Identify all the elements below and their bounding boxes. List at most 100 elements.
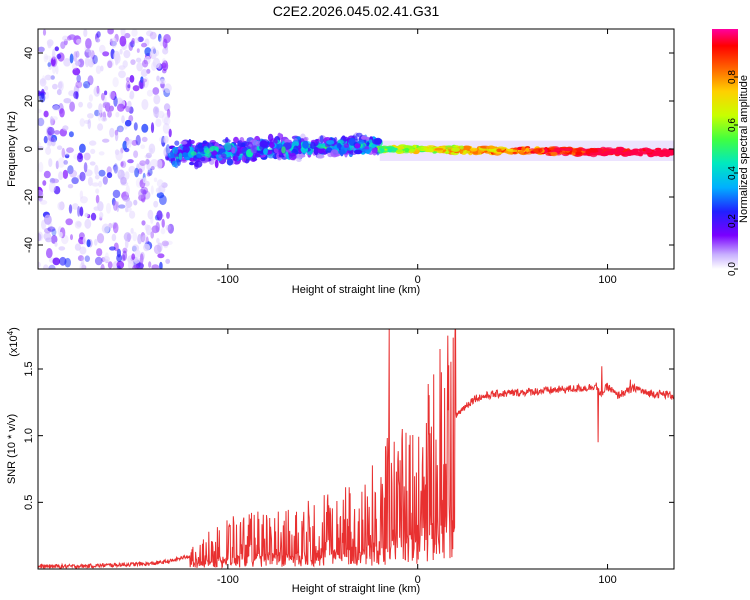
spectrogram-cell bbox=[396, 149, 403, 153]
spectrogram-cell bbox=[288, 152, 297, 161]
spectrogram-cell bbox=[141, 99, 149, 110]
spectrogram-cell bbox=[43, 170, 51, 179]
spectrogram-cell bbox=[128, 165, 136, 174]
spectrogram-cell bbox=[101, 92, 105, 101]
spectrogram-cell bbox=[156, 237, 160, 244]
colorbar-tick-label: 0.8 bbox=[727, 70, 738, 84]
spectrogram-cell bbox=[134, 249, 141, 258]
spectrogram-cell bbox=[604, 147, 614, 152]
spectrogram-cell bbox=[94, 174, 100, 180]
spectrogram-cell bbox=[374, 137, 383, 145]
spectrogram-cell bbox=[93, 86, 101, 97]
spectrogram-cell bbox=[135, 134, 141, 146]
spectrogram-cell bbox=[404, 147, 410, 153]
spectrogram-cell bbox=[115, 150, 123, 161]
spectrogram-x-tick-label: 0 bbox=[415, 274, 421, 286]
spectrogram-cell bbox=[90, 212, 97, 221]
spectrogram-cell bbox=[57, 81, 63, 89]
spectrogram-cell bbox=[44, 91, 50, 100]
spectrogram-cell bbox=[140, 144, 146, 149]
spectrogram-cell bbox=[111, 233, 117, 242]
spectrogram-cell bbox=[141, 234, 149, 244]
snr-panel: -100 0 100 0.5 1.0 1.5 Height of straight lin… bbox=[6, 327, 675, 595]
spectrogram-cell bbox=[94, 256, 103, 266]
spectrogram-cell bbox=[137, 36, 144, 43]
spectrogram-cell bbox=[269, 142, 275, 149]
spectrogram-cell bbox=[109, 38, 113, 46]
spectrogram-cell bbox=[55, 65, 59, 75]
spectrogram-cell bbox=[521, 147, 526, 151]
spectrogram-cell bbox=[156, 159, 163, 170]
spectrogram-cell bbox=[76, 38, 82, 45]
spectrogram-cell bbox=[129, 90, 135, 100]
spectrogram-cell bbox=[62, 169, 69, 179]
spectrogram-cell bbox=[124, 32, 131, 39]
spectrogram-cell bbox=[180, 141, 188, 145]
spectrogram-cell bbox=[459, 145, 464, 150]
spectrogram-cell bbox=[106, 59, 114, 68]
spectrogram-cell bbox=[103, 101, 111, 107]
spectrogram-cell bbox=[116, 265, 121, 269]
spectrogram-cell bbox=[168, 128, 172, 138]
spectrogram-cell bbox=[157, 110, 165, 119]
spectrogram-cell bbox=[79, 246, 87, 255]
spectrogram-cell bbox=[397, 146, 405, 150]
spectrogram-cell bbox=[120, 160, 127, 168]
spectrogram-cell bbox=[62, 35, 69, 42]
spectrogram-cell bbox=[166, 211, 170, 219]
spectrogram-cell bbox=[63, 160, 68, 165]
spectrogram-cell bbox=[96, 31, 101, 38]
spectrogram-cell bbox=[263, 148, 268, 155]
snr-series-line bbox=[38, 329, 674, 569]
spectrogram-cell bbox=[157, 242, 163, 253]
spectrogram-cell bbox=[74, 220, 82, 229]
spectrogram-cell bbox=[550, 151, 558, 157]
spectrogram-cell bbox=[132, 85, 140, 92]
spectrogram-cell bbox=[133, 122, 138, 131]
spectrogram-cell bbox=[38, 261, 41, 268]
spectrogram-cell bbox=[112, 189, 121, 199]
spectrogram-cell bbox=[51, 48, 56, 60]
spectrogram-cell bbox=[39, 92, 46, 103]
spectrogram-cell bbox=[76, 74, 81, 83]
spectrogram-cell bbox=[97, 201, 104, 212]
spectrogram-cell bbox=[38, 161, 44, 173]
spectrogram-cell bbox=[50, 56, 58, 68]
spectrogram-cell bbox=[254, 153, 262, 158]
colorbar-axis: 0.0 0.2 0.4 0.6 0.8 bbox=[727, 70, 738, 276]
spectrogram-cell bbox=[125, 185, 130, 196]
spectrogram-cell bbox=[118, 204, 126, 209]
spectrogram-cell bbox=[120, 29, 126, 37]
spectrogram-cell bbox=[141, 42, 147, 48]
spectrogram-cell bbox=[233, 136, 239, 144]
spectrogram-cell bbox=[137, 234, 143, 245]
spectrogram-cell bbox=[112, 200, 118, 211]
spectrogram-cell bbox=[143, 77, 149, 88]
spectrogram-cell bbox=[146, 172, 151, 177]
spectrogram-cell bbox=[342, 136, 349, 142]
spectrogram-cell bbox=[140, 68, 148, 77]
spectrogram-cell bbox=[155, 187, 162, 194]
spectrogram-cell bbox=[140, 186, 149, 195]
colorbar-gradient bbox=[712, 29, 738, 269]
spectrogram-cell bbox=[110, 37, 118, 48]
spectrogram-cell bbox=[126, 140, 132, 149]
snr-y-multiplier-exp: 4 bbox=[6, 330, 15, 335]
spectrogram-cell bbox=[136, 62, 143, 72]
spectrogram-cell bbox=[59, 108, 65, 118]
spectrogram-cell bbox=[83, 81, 91, 89]
spectrogram-cell bbox=[165, 240, 173, 245]
spectrogram-cell bbox=[336, 142, 342, 149]
spectrogram-cell bbox=[85, 38, 92, 49]
spectrogram-y-tick-label: 20 bbox=[23, 95, 35, 107]
spectrogram-x-tick-label: 100 bbox=[598, 274, 616, 286]
spectrogram-cell bbox=[151, 264, 160, 269]
spectrogram-cell bbox=[99, 44, 106, 54]
spectrogram-cell bbox=[46, 248, 53, 259]
spectrogram-cell bbox=[145, 224, 152, 236]
spectrogram-cell bbox=[73, 91, 79, 99]
spectrogram-cell bbox=[52, 116, 58, 121]
spectrogram-cell bbox=[125, 80, 131, 92]
spectrogram-cell bbox=[49, 116, 54, 126]
